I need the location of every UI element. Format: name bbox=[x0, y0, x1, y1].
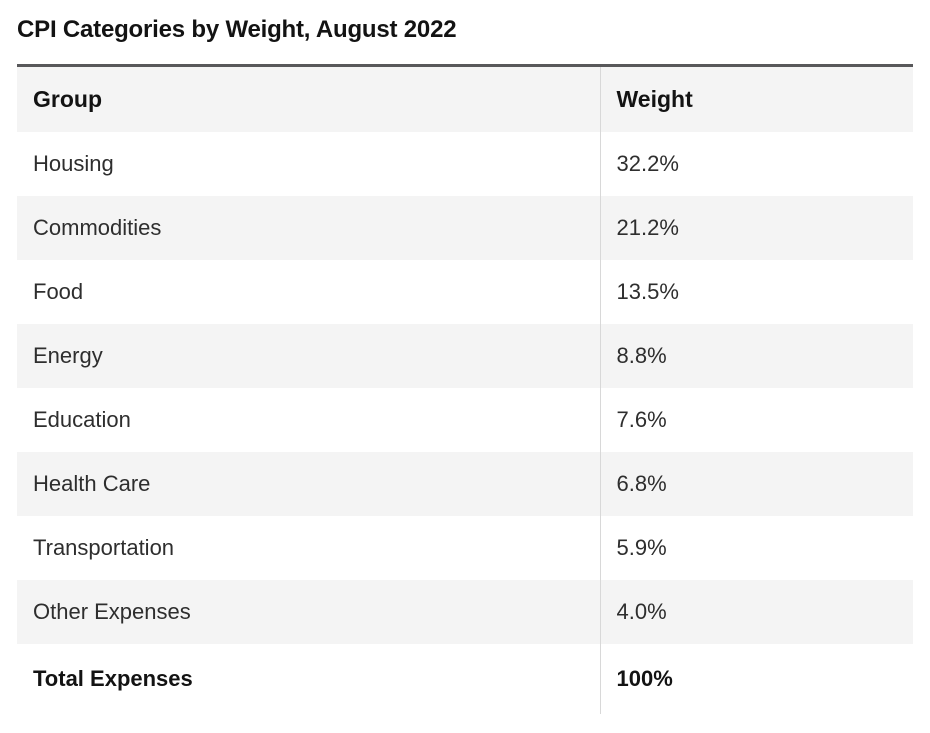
page-title: CPI Categories by Weight, August 2022 bbox=[17, 16, 457, 43]
weight-cell: 6.8% bbox=[599, 451, 913, 516]
group-cell: Transportation bbox=[33, 534, 175, 560]
table-header: Group Weight bbox=[17, 65, 913, 132]
total-label-cell: Total Expenses bbox=[17, 643, 600, 714]
weight-cell: 21.2% bbox=[599, 195, 913, 260]
group-cell: Housing bbox=[33, 150, 114, 176]
column-header-weight: Weight bbox=[599, 65, 913, 132]
table-row: Housing 32.2% bbox=[17, 131, 913, 196]
header-row: Group Weight bbox=[17, 65, 913, 132]
column-header-group: Group bbox=[17, 65, 600, 132]
table-row: Energy 8.8% bbox=[17, 323, 913, 388]
group-cell: Commodities bbox=[33, 214, 162, 240]
table-body: Housing 32.2% Commodities 21.2% Food 13.… bbox=[17, 131, 913, 714]
weight-cell: 7.6% bbox=[599, 387, 913, 452]
group-cell: Energy bbox=[33, 342, 103, 368]
total-weight-cell: 100% bbox=[599, 643, 913, 714]
cpi-weight-table: Group Weight Housing 32.2% Commodities 2… bbox=[17, 64, 913, 714]
group-cell: Education bbox=[33, 406, 131, 432]
table-row: Commodities 21.2% bbox=[17, 195, 913, 260]
table-row: Food 13.5% bbox=[17, 259, 913, 324]
weight-cell: 4.0% bbox=[599, 579, 913, 644]
table-row: Education 7.6% bbox=[17, 387, 913, 452]
weight-cell: 32.2% bbox=[599, 131, 913, 196]
weight-cell: 8.8% bbox=[599, 323, 913, 388]
table-row: Transportation 5.9% bbox=[17, 515, 913, 580]
weight-cell: 5.9% bbox=[599, 515, 913, 580]
table-row: Health Care 6.8% bbox=[17, 451, 913, 516]
weight-cell: 13.5% bbox=[599, 259, 913, 324]
table-row-total: Total Expenses 100% bbox=[17, 643, 913, 714]
group-cell: Other Expenses bbox=[33, 598, 191, 624]
table-row: Other Expenses 4.0% bbox=[17, 579, 913, 644]
group-cell: Food bbox=[33, 278, 84, 304]
group-cell: Health Care bbox=[33, 470, 151, 496]
